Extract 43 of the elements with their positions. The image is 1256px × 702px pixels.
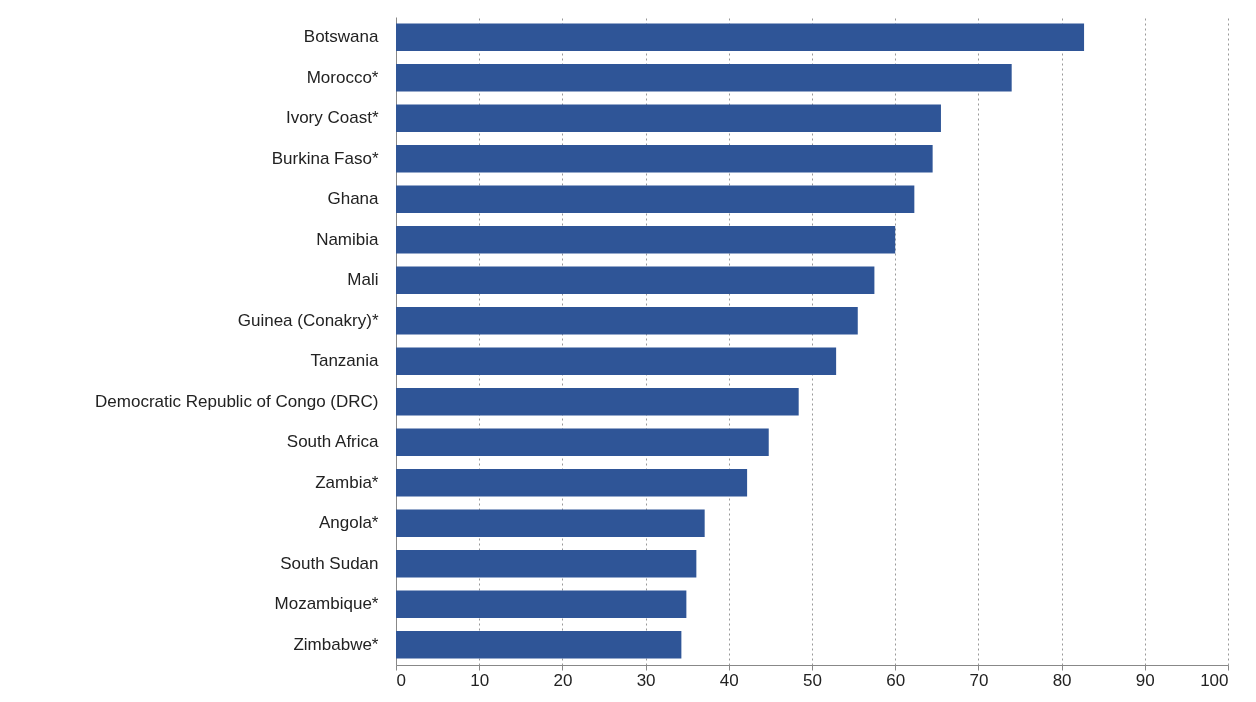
y-tick-label: Burkina Faso* xyxy=(271,148,379,168)
y-tick-label: South Sudan xyxy=(280,553,379,573)
x-tick-label: 40 xyxy=(719,670,739,690)
y-tick-label: Namibia xyxy=(316,229,380,249)
x-tick-label: 90 xyxy=(1135,670,1155,690)
x-tick-label: 70 xyxy=(969,670,989,690)
x-tick-label: 80 xyxy=(1052,670,1072,690)
bar xyxy=(396,104,941,133)
x-tick-label: 100 xyxy=(1200,670,1229,690)
y-tick-label: Democratic Republic of Congo (DRC) xyxy=(95,391,379,411)
bar xyxy=(396,225,896,254)
y-tick-label: Mali xyxy=(347,270,379,290)
y-tick-label: Morocco* xyxy=(306,67,379,87)
x-tick-label: 60 xyxy=(886,670,906,690)
bar xyxy=(396,387,799,416)
y-tick-label: Ivory Coast* xyxy=(285,108,379,128)
x-tick-label: 10 xyxy=(470,670,490,690)
y-tick-label: Mozambique* xyxy=(274,594,379,614)
bar xyxy=(396,590,687,619)
bar xyxy=(396,306,858,335)
y-tick-label: Zambia* xyxy=(315,472,379,492)
bar xyxy=(396,509,705,538)
bar xyxy=(396,630,682,659)
y-tick-label: Zimbabwe* xyxy=(293,634,379,654)
bar xyxy=(396,428,769,457)
y-tick-label: Tanzania xyxy=(310,351,380,371)
y-tick-label: Guinea (Conakry)* xyxy=(237,310,379,330)
y-tick-label: South Africa xyxy=(286,432,380,452)
y-tick-label: Ghana xyxy=(327,189,380,209)
bar xyxy=(396,347,837,376)
bar xyxy=(396,144,933,173)
x-tick-label: 0 xyxy=(396,670,406,690)
bar xyxy=(396,63,1012,92)
y-tick-label: Botswana xyxy=(303,27,380,47)
bar xyxy=(396,185,915,214)
x-tick-label: 20 xyxy=(553,670,573,690)
bar xyxy=(396,266,875,295)
bar xyxy=(396,549,697,578)
bar xyxy=(396,23,1085,52)
y-tick-label: Angola* xyxy=(318,513,379,533)
bar xyxy=(396,468,748,497)
x-tick-label: 30 xyxy=(636,670,656,690)
x-tick-label: 50 xyxy=(803,670,822,690)
